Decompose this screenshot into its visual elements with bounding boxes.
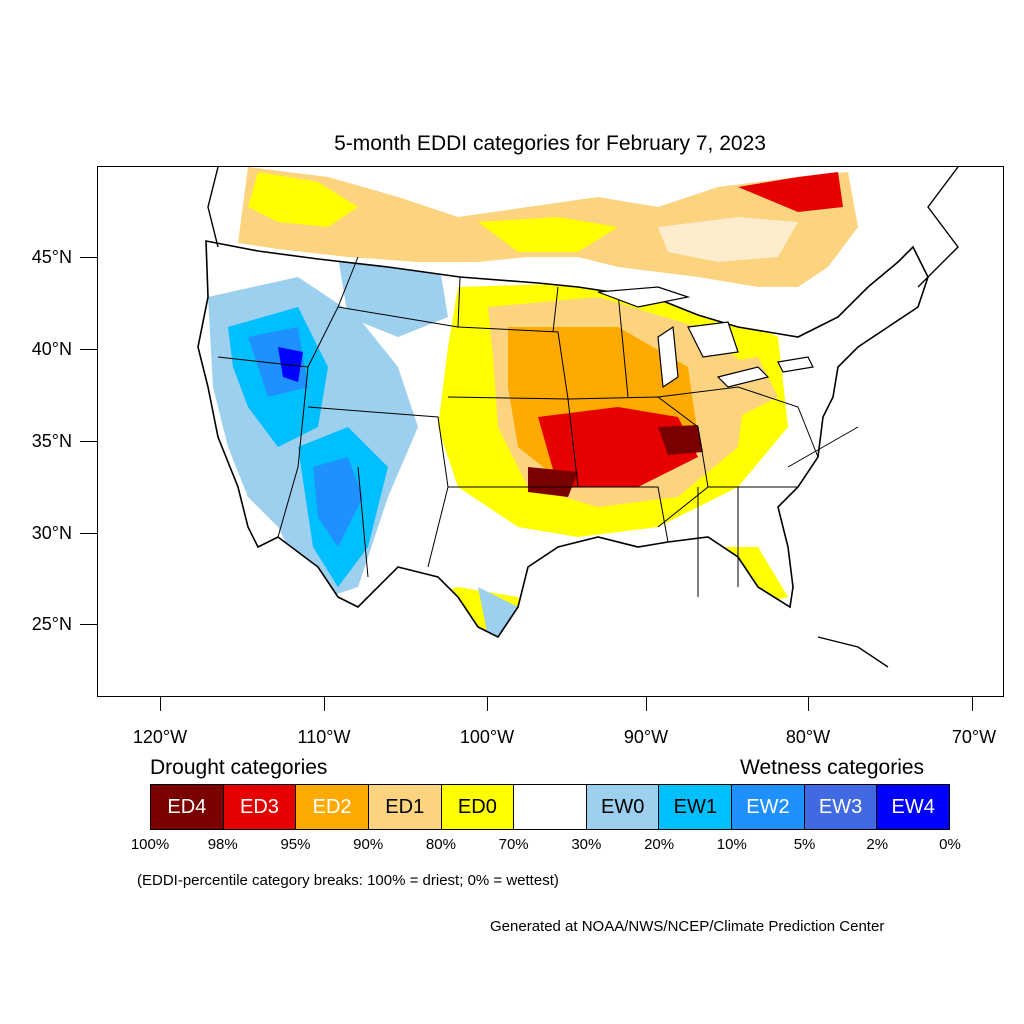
great-lakes (597, 286, 814, 389)
percent-break: 100% (130, 836, 170, 853)
lat-tick (80, 349, 97, 350)
percent-break: 30% (571, 836, 602, 853)
legend-swatch-ed3: ED3 (223, 785, 297, 829)
legend-swatch-ed2: ED2 (296, 785, 369, 829)
lat-tick (80, 257, 97, 258)
lon-tick (972, 697, 973, 711)
lon-tick (324, 697, 325, 711)
percent-break: 5% (793, 836, 816, 853)
lon-tick (808, 697, 809, 711)
eddi-map (197, 167, 959, 668)
drought-heading: Drought categories (150, 756, 328, 779)
percent-break: 0% (939, 836, 961, 853)
wetness-heading: Wetness categories (740, 756, 925, 779)
legend-swatch-ew4: EW4 (877, 785, 950, 829)
lat-tick (80, 624, 97, 625)
state-boundaries (197, 240, 929, 639)
percent-break: 90% (353, 836, 384, 853)
map-frame (97, 166, 1004, 697)
lon-label-70: 70°W (951, 727, 997, 747)
legend-swatch-ed1: ED1 (368, 785, 442, 829)
lat-label-40: 40°N (31, 339, 72, 359)
map-title: 5-month EDDI categories for February 7, … (334, 132, 766, 155)
percent-break: 80% (425, 836, 456, 853)
legend-swatch-ed0: ED0 (441, 785, 515, 829)
lat-label-30: 30°N (31, 523, 72, 543)
percent-break: 98% (207, 836, 238, 853)
category-note: (EDDI-percentile category breaks: 100% =… (137, 872, 559, 889)
lon-label-90: 90°W (623, 727, 669, 747)
legend-swatch-ew1: EW1 (659, 785, 733, 829)
percent-break: 95% (280, 836, 311, 853)
lat-tick (80, 533, 97, 534)
credit-line: Generated at NOAA/NWS/NCEP/Climate Predi… (490, 918, 885, 935)
legend-swatch-ed4: ED4 (151, 785, 224, 829)
legend-swatch-ew2: EW2 (732, 785, 805, 829)
lon-label-120: 120°W (132, 727, 188, 747)
legend-swatch-neutral (514, 785, 587, 829)
legend-swatch-ew3: EW3 (804, 785, 878, 829)
percent-break: 70% (498, 836, 529, 853)
lon-tick (160, 697, 161, 711)
lat-label-35: 35°N (31, 431, 72, 451)
lat-label-25: 25°N (31, 614, 72, 634)
lon-label-110: 110°W (297, 727, 351, 747)
legend-bar: ED4 ED3 ED2 ED1 ED0 EW0 EW1 EW2 EW3 EW4 (150, 784, 950, 830)
legend-swatch-ew0: EW0 (586, 785, 660, 829)
canada-band (238, 167, 858, 287)
percent-break: 10% (716, 836, 747, 853)
lat-label-45: 45°N (31, 247, 72, 267)
percent-break: 2% (866, 836, 889, 853)
lon-label-100: 100°W (459, 727, 515, 747)
lon-tick (646, 697, 647, 711)
coastlines (207, 167, 959, 668)
lon-tick (487, 697, 488, 711)
percent-break: 20% (644, 836, 675, 853)
lon-label-80: 80°W (785, 727, 831, 747)
lat-tick (80, 441, 97, 442)
